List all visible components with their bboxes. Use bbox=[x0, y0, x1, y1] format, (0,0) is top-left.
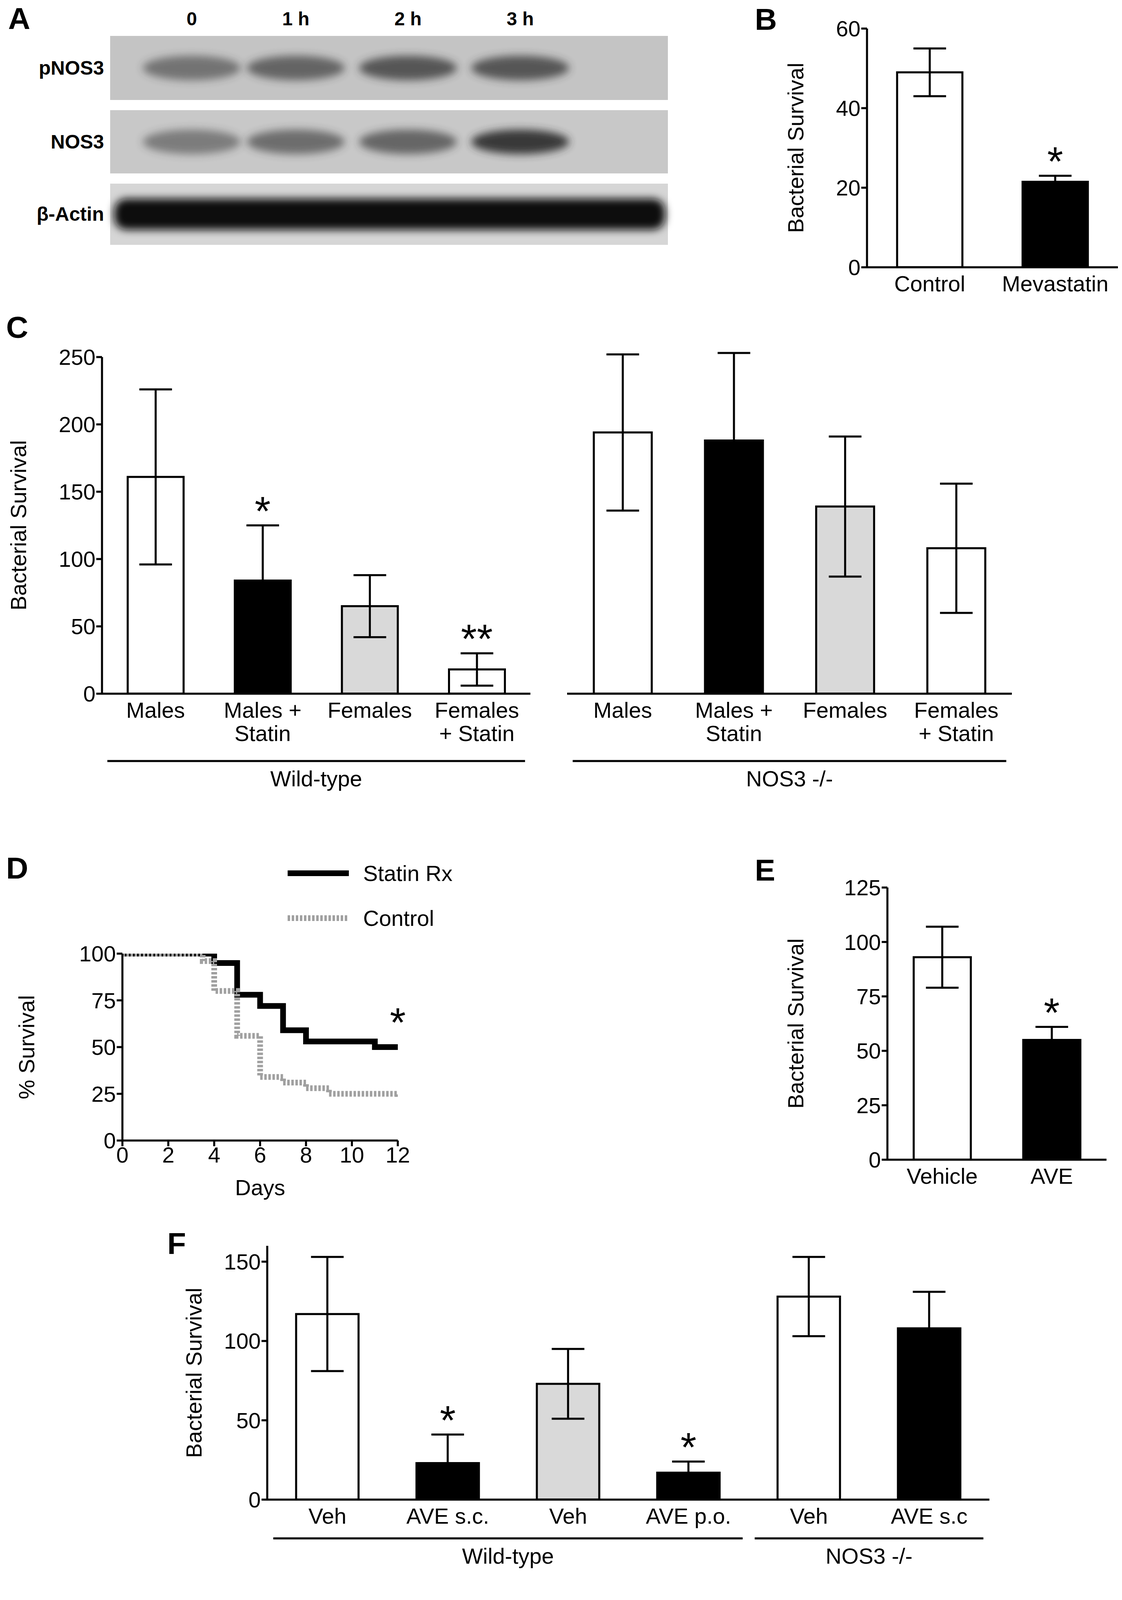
svg-text:0: 0 bbox=[868, 1147, 881, 1172]
svg-text:2 h: 2 h bbox=[394, 8, 422, 30]
svg-text:125: 125 bbox=[844, 875, 881, 900]
html-text:Bacterial Survival: Bacterial Survival bbox=[783, 62, 808, 234]
svg-text:10: 10 bbox=[339, 1142, 364, 1167]
svg-text:6: 6 bbox=[253, 1142, 267, 1167]
svg-text:25: 25 bbox=[856, 1093, 881, 1118]
svg-text:12: 12 bbox=[385, 1142, 411, 1167]
svg-text:pNOS3: pNOS3 bbox=[38, 57, 105, 79]
svg-text:AVE: AVE bbox=[1030, 1163, 1074, 1189]
svg-text:AVE s.c.: AVE s.c. bbox=[406, 1503, 490, 1528]
svg-text:**: ** bbox=[461, 615, 493, 662]
html-text:Bacterial Survival: Bacterial Survival bbox=[783, 938, 808, 1109]
svg-text:0: 0 bbox=[116, 1142, 129, 1167]
html-text:Bacterial Survival: Bacterial Survival bbox=[181, 1287, 206, 1458]
svg-text:100: 100 bbox=[223, 1328, 261, 1353]
svg-text:75: 75 bbox=[856, 984, 881, 1009]
svg-text:Females: Females bbox=[327, 697, 413, 723]
svg-text:Veh: Veh bbox=[789, 1503, 828, 1528]
html-text:Days: Days bbox=[235, 1174, 286, 1200]
svg-text:NOS3 -/-: NOS3 -/- bbox=[825, 1543, 913, 1568]
svg-text:Males +Statin: Males +Statin bbox=[223, 697, 302, 746]
svg-text:50: 50 bbox=[856, 1038, 881, 1063]
html-text:C: C bbox=[6, 310, 29, 345]
html-text:A: A bbox=[8, 1, 31, 36]
svg-text:Males +Statin: Males +Statin bbox=[694, 697, 773, 746]
svg-text:100: 100 bbox=[79, 941, 116, 966]
svg-text:NOS3 -/-: NOS3 -/- bbox=[745, 766, 833, 791]
svg-text:25: 25 bbox=[91, 1081, 116, 1107]
svg-text:3 h: 3 h bbox=[506, 8, 534, 30]
svg-text:150: 150 bbox=[58, 479, 96, 504]
svg-text:8: 8 bbox=[299, 1142, 313, 1167]
svg-text:*: * bbox=[254, 487, 271, 534]
svg-text:NOS3: NOS3 bbox=[50, 130, 105, 153]
svg-text:Females: Females bbox=[802, 697, 888, 723]
svg-text:Wild-type: Wild-type bbox=[270, 766, 362, 791]
svg-text:75: 75 bbox=[91, 988, 116, 1013]
svg-text:Males: Males bbox=[126, 697, 185, 723]
svg-text:Control: Control bbox=[894, 271, 966, 296]
svg-text:50: 50 bbox=[236, 1408, 261, 1433]
svg-text:50: 50 bbox=[91, 1034, 116, 1060]
svg-text:20: 20 bbox=[835, 175, 861, 200]
svg-text:60: 60 bbox=[835, 16, 861, 41]
svg-text:*: * bbox=[439, 1396, 456, 1443]
html-text:B: B bbox=[754, 2, 777, 37]
svg-text:*: * bbox=[1043, 989, 1060, 1036]
svg-text:0: 0 bbox=[848, 255, 861, 280]
svg-text:Wild-type: Wild-type bbox=[461, 1543, 554, 1568]
html-text:D: D bbox=[6, 850, 29, 885]
svg-text:250: 250 bbox=[58, 344, 96, 370]
svg-text:Males: Males bbox=[593, 697, 652, 723]
svg-text:Veh: Veh bbox=[308, 1503, 347, 1528]
svg-text:0: 0 bbox=[248, 1487, 261, 1512]
svg-text:1 h: 1 h bbox=[282, 8, 310, 30]
svg-text:0: 0 bbox=[103, 1128, 116, 1153]
html-text:% Survival: % Survival bbox=[14, 994, 39, 1099]
svg-text:Veh: Veh bbox=[549, 1503, 588, 1528]
svg-text:Females+ Statin: Females+ Statin bbox=[913, 697, 999, 746]
svg-text:2: 2 bbox=[161, 1142, 175, 1167]
html-text:Statin Rx: Statin Rx bbox=[363, 860, 453, 886]
svg-text:*: * bbox=[390, 999, 406, 1045]
svg-text:0: 0 bbox=[83, 681, 96, 706]
svg-text:Vehicle: Vehicle bbox=[906, 1163, 978, 1189]
svg-text:β-Actin: β-Actin bbox=[36, 203, 105, 225]
svg-text:AVE s.c: AVE s.c bbox=[890, 1503, 968, 1528]
svg-text:40: 40 bbox=[835, 95, 861, 121]
svg-text:0: 0 bbox=[186, 8, 198, 30]
html-text:Bacterial Survival: Bacterial Survival bbox=[5, 440, 31, 611]
svg-text:Mevastatin: Mevastatin bbox=[1002, 271, 1109, 296]
svg-text:150: 150 bbox=[223, 1249, 261, 1274]
svg-text:100: 100 bbox=[844, 929, 881, 955]
svg-text:50: 50 bbox=[70, 614, 96, 639]
svg-text:Females+ Statin: Females+ Statin bbox=[434, 697, 519, 746]
svg-text:AVE p.o.: AVE p.o. bbox=[645, 1503, 732, 1528]
html-text:Control: Control bbox=[363, 905, 435, 931]
svg-text:4: 4 bbox=[208, 1142, 221, 1167]
html-text:E: E bbox=[754, 852, 776, 887]
html-text:F: F bbox=[167, 1226, 186, 1261]
svg-text:*: * bbox=[1047, 138, 1064, 185]
svg-text:100: 100 bbox=[58, 546, 96, 572]
svg-text:*: * bbox=[680, 1423, 697, 1470]
svg-text:200: 200 bbox=[58, 412, 96, 437]
